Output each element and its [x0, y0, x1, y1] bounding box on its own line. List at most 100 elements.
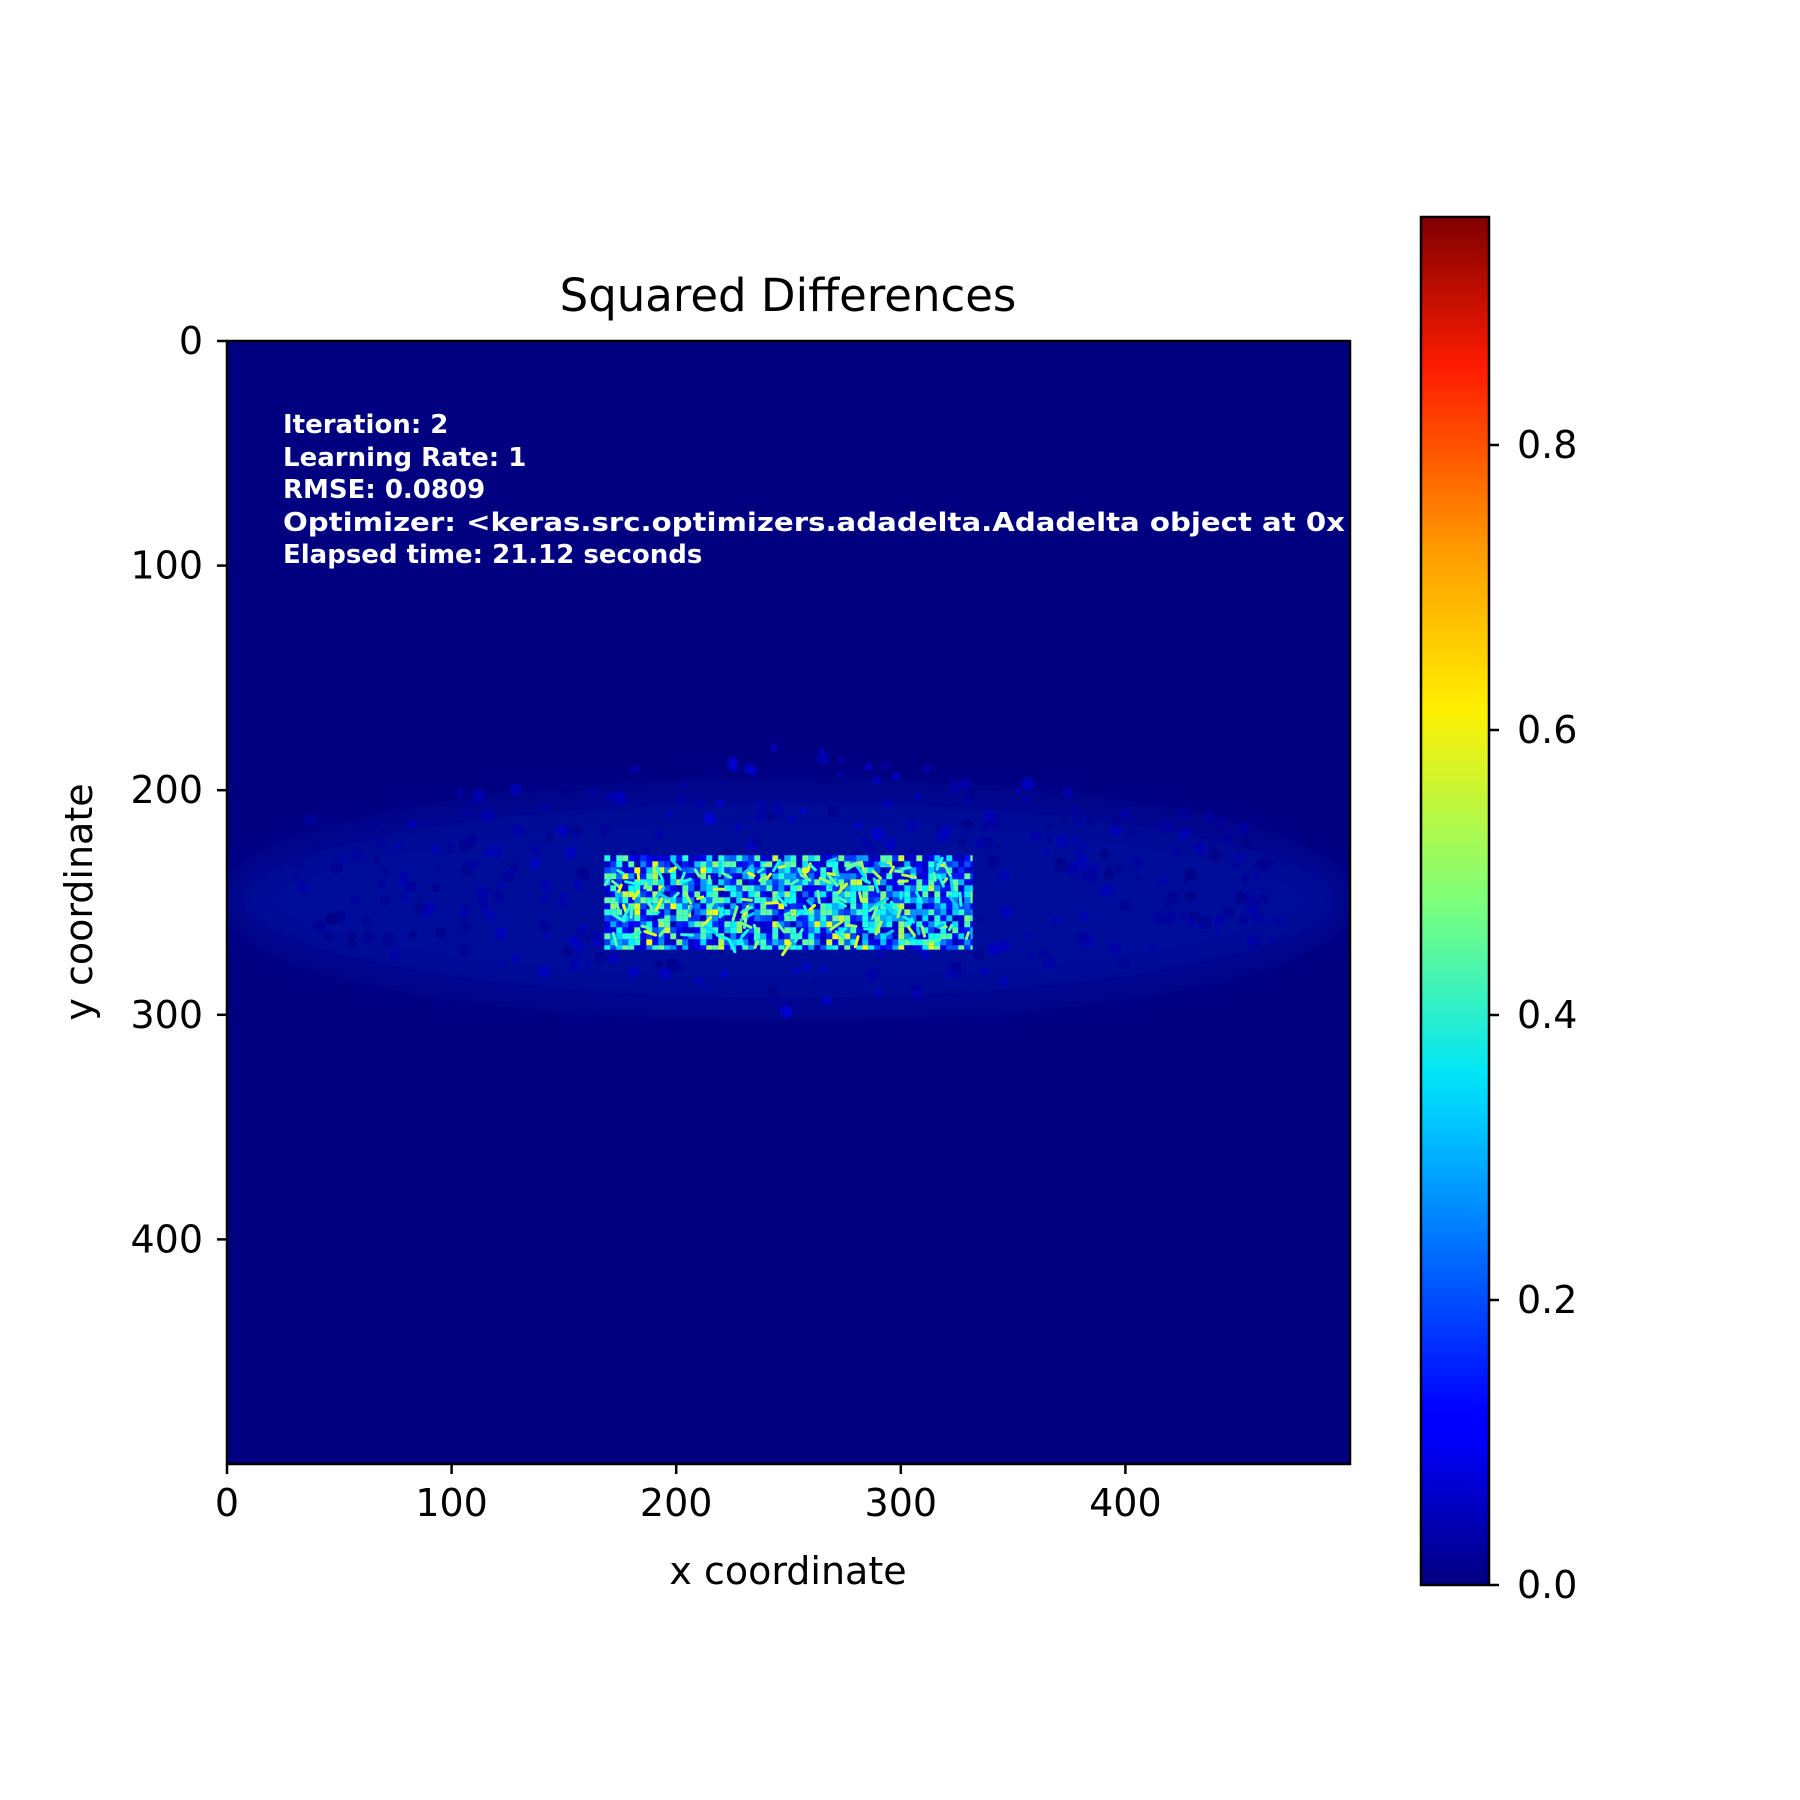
error-cell	[670, 897, 677, 904]
error-cell	[664, 867, 671, 874]
error-cell	[694, 891, 701, 898]
error-cell	[826, 915, 833, 922]
error-cell	[634, 921, 641, 928]
error-streak	[617, 883, 623, 893]
error-streak	[816, 889, 821, 904]
error-cell	[646, 945, 653, 950]
error-cell	[874, 855, 881, 862]
error-cell	[742, 873, 749, 880]
halo-speckle	[581, 923, 588, 931]
error-cell	[940, 885, 947, 892]
error-cell	[712, 891, 719, 898]
error-cell	[898, 933, 905, 940]
error-cell	[826, 861, 833, 868]
error-cell	[742, 879, 749, 886]
halo-speckle	[819, 778, 827, 786]
error-cell	[610, 891, 617, 898]
error-cell	[784, 867, 791, 874]
error-cell	[628, 885, 635, 892]
halo-speckle	[464, 835, 477, 848]
error-cell	[970, 891, 973, 898]
halo-speckle	[1172, 847, 1182, 857]
error-cell	[880, 945, 887, 950]
error-cell	[730, 885, 737, 892]
error-cell	[622, 945, 629, 950]
error-cell	[676, 891, 683, 898]
error-cell	[952, 945, 959, 950]
error-cell	[970, 915, 973, 922]
error-cell	[622, 939, 629, 946]
error-cell	[634, 903, 641, 910]
error-cell	[874, 879, 881, 886]
halo-speckle	[1163, 900, 1172, 910]
error-cell	[700, 861, 707, 868]
error-cell	[952, 873, 959, 880]
error-streak	[758, 874, 767, 883]
halo-speckle	[346, 939, 357, 949]
halo-speckle	[1049, 784, 1060, 795]
error-cell	[640, 909, 647, 916]
error-cell	[814, 879, 821, 886]
error-cell	[736, 855, 743, 862]
error-cell	[904, 891, 911, 898]
error-cell	[856, 939, 863, 946]
error-streak	[818, 876, 833, 885]
halo-speckle	[559, 891, 569, 902]
halo-speckle	[753, 838, 761, 846]
error-streak	[883, 903, 894, 914]
error-cell	[928, 927, 935, 934]
error-cell	[892, 945, 899, 950]
halo-speckle	[980, 966, 989, 976]
error-cell	[628, 939, 635, 946]
halo-speckle	[1202, 810, 1216, 825]
error-cell	[604, 909, 611, 916]
error-cell	[736, 867, 743, 874]
error-cell	[610, 927, 617, 934]
error-cell	[664, 939, 671, 946]
error-cell	[910, 855, 917, 862]
error-cell	[718, 879, 725, 886]
error-cell	[862, 945, 869, 950]
error-cell	[940, 915, 947, 922]
error-cell	[616, 855, 623, 862]
halo-speckle	[1184, 868, 1196, 881]
error-cell	[622, 885, 629, 892]
error-cell	[922, 855, 929, 862]
error-cell	[622, 855, 629, 862]
error-cell	[724, 879, 731, 886]
error-cell	[664, 945, 671, 950]
error-streak	[788, 894, 796, 904]
error-cell	[850, 879, 857, 886]
error-cell	[712, 915, 719, 922]
halo-speckle	[827, 804, 841, 817]
error-streak	[731, 905, 739, 922]
error-cell	[718, 939, 725, 946]
error-cell	[808, 915, 815, 922]
error-cell	[970, 855, 973, 862]
error-cell	[604, 891, 611, 898]
error-cell	[940, 891, 947, 898]
error-cell	[646, 915, 653, 922]
halo-speckle	[922, 764, 931, 774]
error-cell	[928, 921, 935, 928]
heatmap-error-block	[603, 855, 973, 957]
error-streak	[936, 923, 945, 929]
error-cell	[850, 915, 857, 922]
error-cell	[952, 915, 959, 922]
error-cell	[868, 921, 875, 928]
halo-speckle	[509, 783, 522, 796]
error-cell	[646, 861, 653, 868]
error-streak	[775, 894, 788, 907]
error-cell	[700, 915, 707, 922]
error-cell	[958, 867, 965, 874]
error-cell	[964, 861, 971, 868]
error-cell	[802, 921, 809, 928]
error-streak	[826, 857, 838, 863]
halo-speckle	[460, 921, 471, 932]
error-cell	[736, 933, 743, 940]
error-cell	[742, 861, 749, 868]
error-cell	[808, 921, 815, 928]
halo-speckle	[477, 897, 489, 909]
y-tick-label: 400	[130, 1217, 203, 1261]
error-streak	[717, 906, 725, 917]
